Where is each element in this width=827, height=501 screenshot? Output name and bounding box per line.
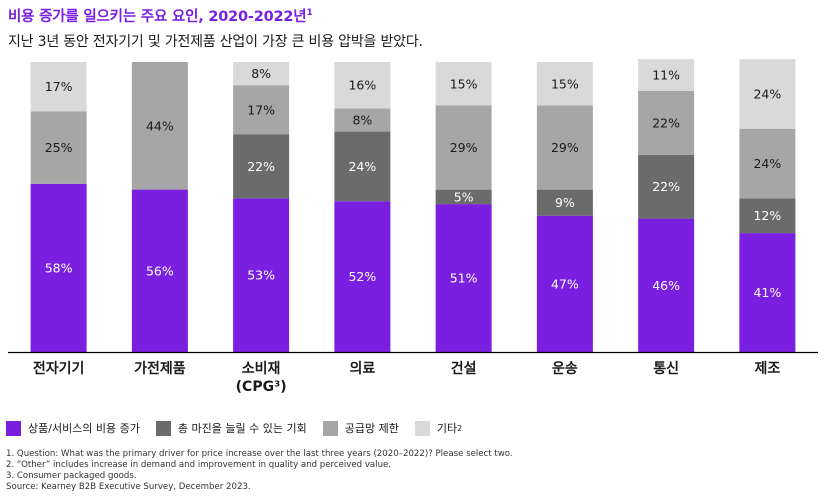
bar-segment	[233, 85, 290, 135]
bar-segment	[536, 189, 593, 216]
bar-segment	[233, 62, 290, 86]
bar-segment	[334, 131, 391, 202]
bar-segment	[30, 183, 87, 352]
bar-value-label: 8%	[251, 66, 271, 81]
bar-segment	[536, 62, 593, 106]
bar-value-label: 25%	[45, 140, 73, 155]
category-label: 운송	[552, 361, 578, 377]
legend-item-margin-opportunity: 총 마진을 늘릴 수 있는 기회	[155, 420, 307, 436]
bar-value-label: 24%	[753, 86, 781, 101]
bar-value-label: 17%	[45, 79, 73, 94]
bar-segment	[334, 108, 391, 132]
bar-segment	[536, 105, 593, 190]
bar-segment	[131, 189, 188, 352]
bar-segment	[739, 128, 796, 199]
bar-segment	[739, 198, 796, 234]
bar-value-label: 52%	[348, 269, 376, 284]
legend-swatch-purple	[6, 420, 21, 436]
chart-title: 비용 증가를 일으키는 주요 요인, 2020-2022년1	[8, 8, 313, 25]
bar-segment	[334, 201, 391, 352]
category-label: 전자기기	[33, 360, 85, 377]
bar-value-label: 9%	[555, 195, 575, 210]
legend-swatch-dark-gray	[155, 420, 171, 436]
category-label: 의료	[349, 360, 375, 377]
bar-value-label: 24%	[348, 159, 376, 174]
footnote-1: 1. Question: What was the primary driver…	[6, 449, 513, 459]
bar-segment	[435, 189, 492, 205]
bar-segment	[638, 91, 695, 155]
bar-segment	[131, 62, 188, 190]
category-label: (CPG³)	[236, 379, 287, 395]
bar-segment	[233, 198, 290, 352]
legend-item-cost-increase: 상품/서비스의 비용 증가	[6, 420, 140, 436]
footnotes: 1. Question: What was the primary driver…	[6, 449, 513, 493]
legend-swatch-light-gray	[414, 420, 430, 436]
legend: 상품/서비스의 비용 증가 총 마진을 늘릴 수 있는 기회 공급망 제한 기타…	[6, 418, 478, 438]
bar-value-label: 46%	[652, 278, 680, 293]
bar-value-label: 22%	[247, 159, 275, 174]
stacked-bar-chart: 58% 25% 17% 전자기기 56% 44% 가전제품 53% 22% 17% 8% 소비재 (CP…	[8, 59, 818, 395]
bar-segment	[233, 134, 290, 199]
bar-segment	[536, 215, 593, 352]
category-label: 통신	[653, 361, 679, 377]
bar-segment	[638, 59, 695, 91]
legend-item-other: 기타 2	[414, 420, 462, 436]
legend-item-supply-chain: 공급망 제한	[322, 420, 399, 436]
bar-segment	[334, 62, 391, 109]
bar-value-label: 5%	[454, 189, 474, 204]
bar-segment	[638, 154, 695, 219]
bar-segment	[638, 218, 695, 352]
bar-value-label: 29%	[450, 140, 478, 155]
bar-value-label: 8%	[352, 113, 372, 128]
bar-value-label: 41%	[753, 285, 781, 300]
bar-value-label: 58%	[45, 260, 73, 275]
bar-segment	[435, 105, 492, 190]
bar-value-label: 15%	[551, 76, 579, 91]
bar-segment	[739, 233, 796, 352]
bar-value-label: 17%	[247, 102, 275, 117]
bar-value-label: 47%	[551, 276, 579, 291]
bar-value-label: 15%	[450, 76, 478, 91]
bar-value-label: 29%	[551, 140, 579, 155]
bar-value-label: 16%	[348, 78, 376, 93]
bar-segment	[435, 62, 492, 106]
category-label: 제조	[754, 361, 780, 377]
bar-value-label: 22%	[652, 115, 680, 130]
legend-swatch-mid-gray	[322, 420, 338, 436]
bar-segment	[30, 62, 87, 112]
bar-segment	[30, 111, 87, 184]
category-label: 가전제품	[134, 360, 186, 377]
bar-value-label: 11%	[652, 68, 680, 83]
bar-value-label: 53%	[247, 268, 275, 283]
category-label: 소비재	[242, 361, 281, 377]
footnote-3: 3. Consumer packaged goods.	[6, 471, 137, 481]
footnote-source: Source: Kearney B2B Executive Survey, De…	[6, 482, 251, 492]
bar-value-label: 56%	[146, 263, 174, 278]
bar-value-label: 22%	[652, 179, 680, 194]
bar-segment	[739, 59, 796, 129]
chart-subtitle: 지난 3년 동안 전자기기 및 가전제품 산업이 가장 큰 비용 압박을 받았다…	[8, 34, 423, 50]
footnote-2: 2. “Other” includes increase in demand a…	[6, 460, 392, 470]
bar-value-label: 51%	[450, 271, 478, 286]
category-label: 건설	[451, 360, 477, 377]
bar-value-label: 44%	[146, 118, 174, 133]
bar-value-label: 24%	[753, 156, 781, 171]
bar-segment	[435, 204, 492, 352]
bar-value-label: 12%	[753, 208, 781, 223]
